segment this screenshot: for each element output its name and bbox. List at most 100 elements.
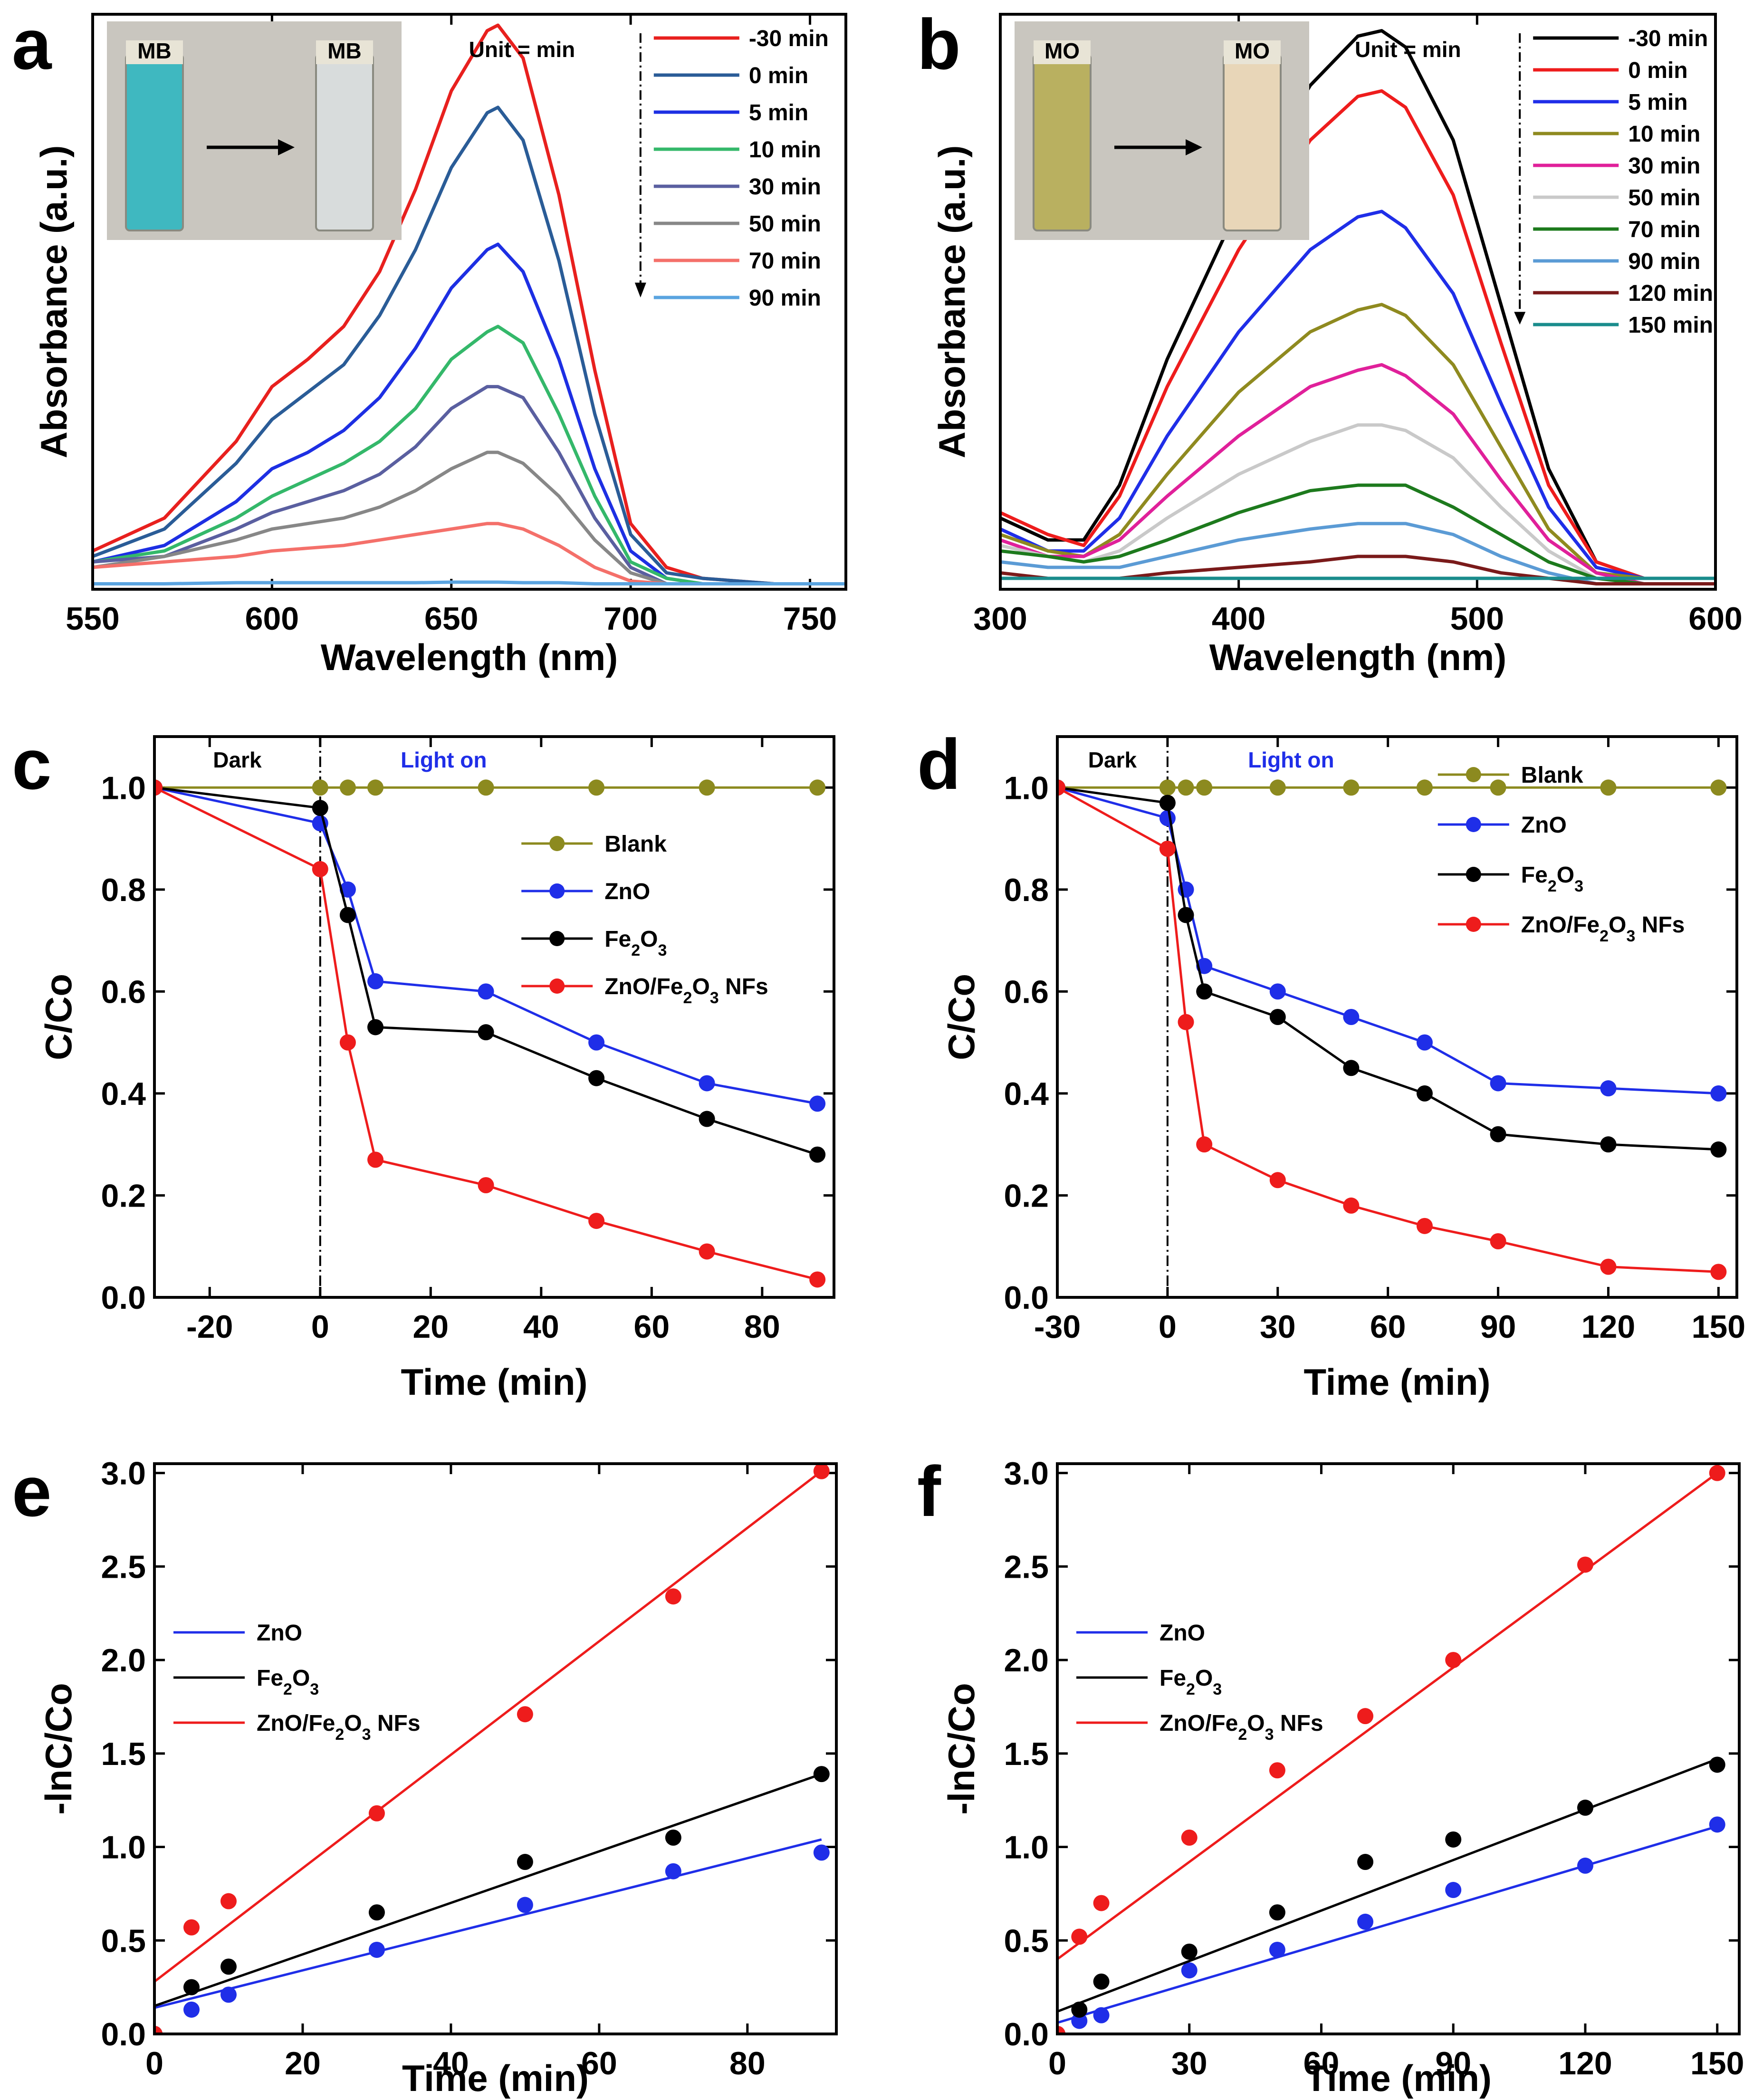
- y-tick-label: 0.0: [101, 1280, 146, 1316]
- legend-label-part: 3: [362, 1726, 371, 1744]
- data-point: [1490, 1126, 1506, 1142]
- spectrum-line: [1000, 210, 1715, 580]
- legend-label-part: Fe: [604, 927, 631, 952]
- legend-label-part: O: [344, 1711, 362, 1736]
- data-point: [1710, 1264, 1727, 1280]
- legend-label-part: NFs: [371, 1711, 421, 1736]
- series-line: [1057, 786, 1719, 1151]
- legend-label-part: 2: [283, 1680, 292, 1698]
- data-point: [1490, 1233, 1506, 1249]
- y-tick-label: 0.0: [1004, 2016, 1049, 2052]
- spectrum-line: [93, 385, 846, 585]
- data-point: [665, 1829, 681, 1846]
- x-tick-label: 80: [744, 1309, 780, 1345]
- data-point: [1343, 1197, 1360, 1214]
- x-tick-label: 0: [1159, 1309, 1177, 1345]
- x-tick-label: 150: [1690, 2045, 1744, 2081]
- data-point: [1057, 779, 1065, 796]
- legend-label-part: O: [692, 974, 709, 999]
- y-axis-label: C/Co: [38, 974, 79, 1060]
- data-point: [813, 1844, 830, 1861]
- x-tick-label: 20: [285, 2045, 321, 2081]
- fit-line: [154, 1773, 822, 2007]
- data-point: [1416, 779, 1433, 796]
- legend-label-part: O: [1557, 863, 1574, 888]
- legend-label-part: ZnO/Fe: [257, 1711, 335, 1736]
- data-point: [1181, 1962, 1198, 1979]
- data-point: [809, 1095, 826, 1112]
- panel-label: f: [917, 1451, 941, 1531]
- x-tick-label: 750: [783, 601, 837, 637]
- x-axis-label: Time (min): [401, 1361, 588, 1403]
- x-tick-label: 60: [1370, 1309, 1406, 1345]
- data-point: [312, 779, 328, 796]
- y-axis-label: -lnC/Co: [38, 1683, 79, 1814]
- plot-area: [154, 1464, 830, 2034]
- legend-arrow-head: [634, 282, 646, 297]
- data-point: [1490, 779, 1506, 796]
- legend-label: 30 min: [1628, 153, 1700, 179]
- legend-label: 150 min: [1628, 313, 1713, 338]
- data-point: [339, 1034, 356, 1051]
- data-point: [809, 1271, 826, 1288]
- data-point: [312, 800, 328, 816]
- unit-annotation: Unit = min: [1355, 37, 1461, 62]
- x-axis-label: Time (min): [1304, 1361, 1491, 1403]
- data-point: [1159, 795, 1176, 811]
- y-tick-label: 3.0: [1004, 1456, 1049, 1492]
- dark-region-label: Dark: [1088, 748, 1137, 772]
- data-point: [1071, 2001, 1088, 2018]
- legend-label: 30 min: [749, 174, 821, 200]
- data-point: [1445, 1652, 1462, 1668]
- panel-label: b: [917, 4, 961, 84]
- data-point: [368, 1904, 385, 1921]
- data-point: [699, 779, 715, 796]
- x-tick-label: 650: [424, 601, 478, 637]
- data-point: [1071, 2013, 1088, 2029]
- x-tick-label: 90: [1480, 1309, 1516, 1345]
- panel-label: d: [917, 724, 961, 804]
- legend-label-part: 3: [710, 989, 719, 1007]
- data-point: [367, 973, 384, 989]
- legend-label: 70 min: [749, 249, 821, 274]
- y-tick-label: 0.6: [101, 974, 146, 1010]
- x-tick-label: 400: [1212, 601, 1265, 637]
- spectrum-line: [1000, 29, 1715, 580]
- data-point: [478, 983, 494, 1000]
- panel-b: b 300 400 500 600 Wavelength (nm) Absorbance (…: [917, 4, 1743, 678]
- data-point: [368, 1941, 385, 1958]
- legend-label: 70 min: [1628, 217, 1700, 242]
- legend-marker: [1466, 817, 1481, 832]
- x-tick-label: 0: [311, 1309, 329, 1345]
- legend-marker: [549, 883, 565, 899]
- data-point: [1057, 2026, 1065, 2034]
- legend-marker: [549, 836, 565, 851]
- plot-frame: [999, 13, 1717, 591]
- inset-cuvette-right: [1223, 54, 1282, 231]
- legend-label: 5 min: [749, 100, 808, 125]
- legend-label: 0 min: [749, 63, 808, 88]
- data-point: [1093, 2007, 1110, 2023]
- y-tick-label: 0.5: [101, 1923, 146, 1959]
- data-point: [220, 1986, 237, 2003]
- y-tick-label: 0.2: [101, 1178, 146, 1214]
- legend-label: Fe2O3: [1521, 863, 1583, 895]
- dark-region-label: Dark: [213, 748, 262, 772]
- legend-label: -30 min: [1628, 26, 1708, 51]
- plot-frame: [153, 735, 835, 1299]
- data-point: [339, 779, 356, 796]
- spectrum-line: [1000, 423, 1715, 585]
- x-tick-label: 90: [1435, 2045, 1471, 2081]
- x-tick-label: 60: [634, 1309, 670, 1345]
- legend-label: Fe2O3: [257, 1666, 319, 1698]
- legend-label: ZnO/Fe2O3 NFs: [1521, 912, 1685, 945]
- x-axis-label: Wavelength (nm): [321, 636, 618, 678]
- legend-label: 50 min: [1628, 185, 1700, 211]
- legend-label-part: NFs: [1274, 1711, 1323, 1736]
- data-point: [1178, 779, 1194, 796]
- data-point: [699, 1111, 715, 1127]
- legend-label-part: O: [1247, 1711, 1265, 1736]
- data-point: [1445, 1831, 1462, 1848]
- legend-label: ZnO: [257, 1621, 302, 1646]
- data-point: [1577, 1799, 1593, 1816]
